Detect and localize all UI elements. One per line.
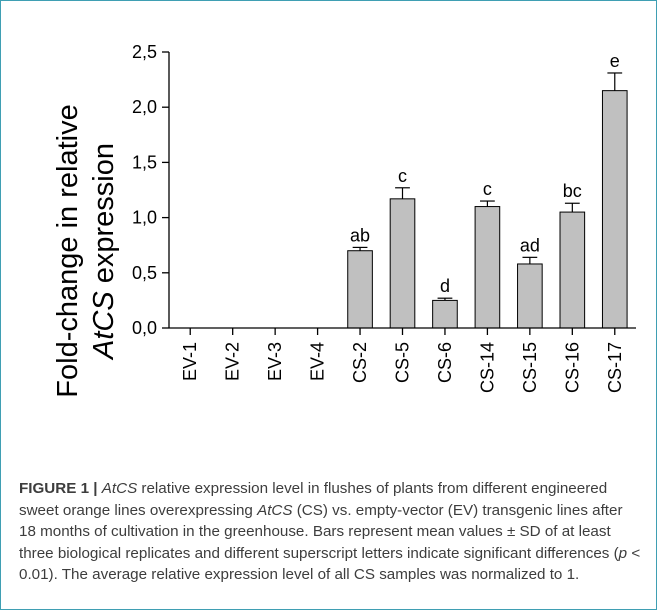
x-tick-label: CS-5 [393,342,413,383]
bar [432,299,458,329]
bar [601,90,628,329]
y-axis-label-rest: expression [88,143,120,291]
bar [559,211,586,329]
bar [474,206,501,329]
significance-letter: bc [563,181,582,201]
bar [389,198,416,329]
x-tick-label: CS-6 [435,342,455,383]
bar [347,250,373,329]
caption-gene-1: AtCS [101,480,138,497]
caption-text-1: relative expression level in flushes of … [19,480,608,519]
figure-caption: FIGURE 1 | AtCS relative expression leve… [19,478,641,586]
x-tick-label: CS-14 [477,342,497,393]
y-tick-label: 1,5 [132,152,157,172]
x-tick-label: EV-1 [180,342,200,381]
x-tick-label: EV-3 [265,342,285,381]
significance-letter: d [440,276,450,296]
y-tick-label: 0,0 [132,318,157,338]
significance-letter: c [483,179,492,199]
x-tick-label: EV-2 [223,342,243,381]
y-tick-label: 2,5 [132,42,157,62]
significance-letter: e [610,51,620,71]
bar [517,263,543,329]
caption-p-symbol: p [618,544,628,562]
x-tick-label: CS-17 [605,342,625,393]
significance-letter: ab [350,225,370,245]
y-tick-label: 2,0 [132,97,157,117]
significance-letter: ad [520,235,540,255]
caption-gene-2: AtCS [257,501,293,519]
x-tick-label: EV-4 [308,342,328,381]
y-tick-label: 1,0 [132,208,157,228]
y-axis-label-gene: AtCS [88,291,120,361]
bar-chart: ab c d c ad bc e 0,0 0,5 1,0 1,5 2,0 2,5 EV-1 EV-2 EV… [52,42,636,398]
figure-label: FIGURE 1 | [19,480,98,497]
x-tick-label: CS-16 [562,342,582,393]
y-axis-label-line2: AtCS expression [88,143,120,361]
caption-text-2: (CS) vs. empty-vector (EV) transgenic li… [19,501,623,562]
x-tick-label: CS-2 [350,342,370,383]
y-tick-label: 0,5 [132,263,157,283]
caption-text-3: < 0.01). The average relative expression… [19,544,641,584]
y-axis-label-line1: Fold-change in relative [52,104,84,397]
significance-letter: c [398,166,407,186]
x-tick-label: CS-15 [520,342,540,393]
